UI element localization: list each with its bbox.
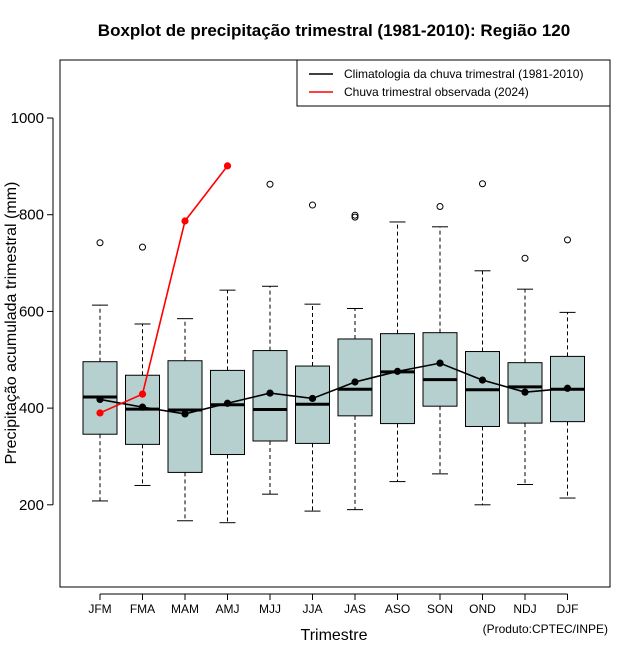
- y-tick-label: 1000: [11, 110, 44, 127]
- outlier-point: [436, 202, 444, 210]
- outlier-point: [564, 236, 571, 244]
- outlier-point: [479, 180, 486, 188]
- outlier-point: [139, 243, 146, 251]
- outlier-point: [521, 254, 529, 262]
- observed-point: [96, 409, 104, 417]
- x-tick-label: MJJ: [259, 602, 281, 616]
- series-layer: [96, 162, 572, 418]
- x-tick-label: AMJ: [216, 602, 240, 616]
- climatology-point: [223, 399, 232, 407]
- box-djf: [550, 236, 585, 499]
- box-son: [422, 202, 458, 475]
- legend-climatology-label: Climatologia da chuva trimestral (1981-2…: [344, 67, 583, 81]
- observed-line: [99, 165, 229, 414]
- box-mam: [167, 318, 203, 522]
- outlier-point: [351, 213, 359, 221]
- x-tick-label: MAM: [171, 602, 199, 616]
- x-axis-label: Trimestre: [301, 627, 368, 644]
- x-tick-label: SON: [427, 602, 453, 616]
- box-iqr: [380, 333, 415, 425]
- y-tick-label: 600: [19, 303, 44, 320]
- climatology-point: [96, 395, 104, 404]
- outlier-point: [266, 180, 274, 188]
- y-axis-label: Precipitação acumulada trimestral (mm): [3, 182, 20, 465]
- box-iqr: [337, 338, 373, 417]
- climatology-point: [308, 394, 317, 403]
- x-tick-label: JFM: [88, 602, 111, 616]
- x-tick-label: OND: [469, 602, 496, 616]
- climatology-point: [521, 388, 529, 396]
- climatology-point: [351, 378, 359, 386]
- outlier-point: [96, 239, 104, 247]
- box-ndj: [507, 254, 543, 486]
- climatology-point: [436, 359, 444, 367]
- y-tick-label: 800: [19, 207, 44, 224]
- outlier-point: [309, 201, 316, 209]
- climatology-point: [181, 410, 189, 418]
- climatology-line: [99, 362, 568, 415]
- legend: Climatologia da chuva trimestral (1981-2…: [296, 59, 611, 107]
- x-tick-label: FMA: [130, 602, 155, 616]
- x-tick-label: JAS: [344, 602, 366, 616]
- x-tick-label: JJA: [302, 602, 322, 616]
- y-tick-label: 200: [19, 497, 44, 514]
- legend-box: [296, 59, 611, 107]
- chart-title: Boxplot de precipitação trimestral (1981…: [98, 21, 570, 40]
- box-fma: [125, 243, 160, 486]
- box-ond: [465, 180, 500, 506]
- legend-observed-label: Chuva trimestral observada (2024): [344, 85, 529, 99]
- box-amj: [210, 289, 245, 524]
- climatology-point: [393, 367, 402, 375]
- box-jja: [295, 201, 330, 512]
- x-tick-label: ASO: [385, 602, 410, 616]
- x-tick-label: DJF: [557, 602, 579, 616]
- box-iqr: [422, 332, 458, 407]
- boxes-layer: [82, 180, 585, 524]
- box-jas: [337, 211, 373, 511]
- box-aso: [380, 221, 415, 483]
- observed-point: [223, 162, 232, 170]
- y-tick-label: 400: [19, 400, 44, 417]
- x-axis: JFM FMA MAM AMJ MJJ JJA JAS ASO SON OND NDJ DJF: [88, 593, 579, 616]
- outlier-point: [351, 211, 359, 219]
- climatology-point: [266, 389, 274, 397]
- box-jfm: [82, 239, 118, 502]
- x-tick-label: NDJ: [513, 602, 536, 616]
- box-mjj: [252, 180, 288, 495]
- observed-point: [181, 217, 189, 225]
- climatology-point: [563, 384, 572, 392]
- y-axis: 200 400 600 800 1000: [11, 110, 54, 514]
- observed-point: [138, 390, 147, 398]
- box-iqr: [210, 369, 245, 456]
- climatology-point: [478, 376, 487, 384]
- climatology-point: [138, 403, 147, 411]
- source-footer: (Produto:CPTEC/INPE): [483, 622, 608, 636]
